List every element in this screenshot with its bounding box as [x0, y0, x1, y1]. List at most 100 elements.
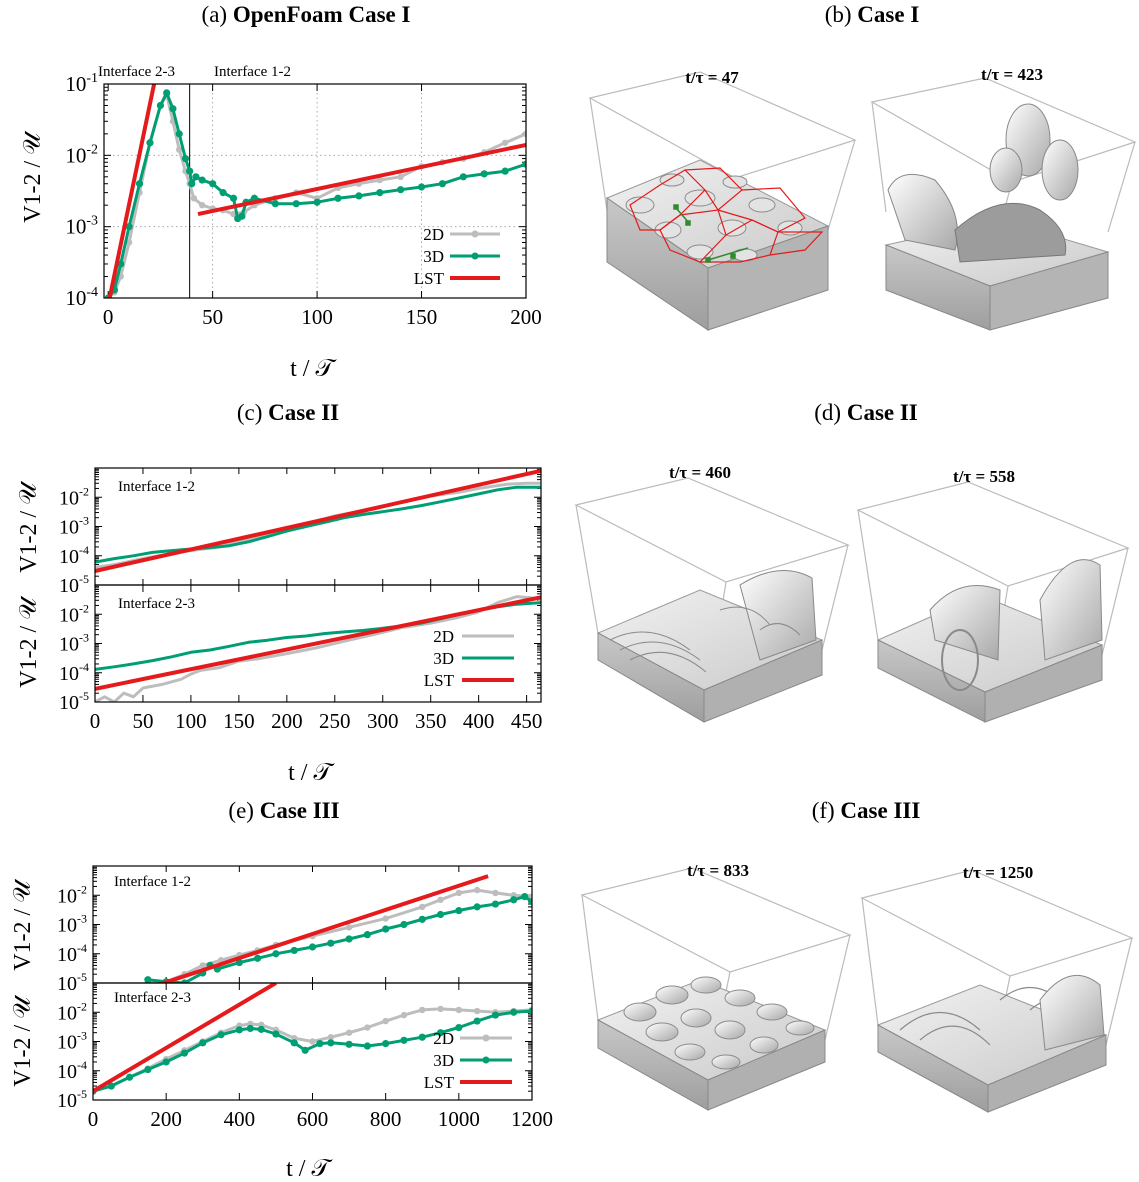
x-tick-label: 200	[150, 1107, 182, 1131]
series-3d-point	[480, 170, 488, 178]
y-tick-label: 10-4	[59, 660, 89, 685]
series-3d-point	[345, 935, 353, 943]
series-3d-point	[180, 1049, 189, 1057]
series-3d-point	[125, 1073, 134, 1081]
series-3d-point	[301, 1046, 309, 1054]
y-tick-label: 10-4	[65, 285, 98, 310]
legend-marker	[471, 252, 479, 260]
series-3d-point	[292, 200, 300, 208]
x-tick-label: 350	[415, 709, 447, 733]
series-lst-line	[95, 595, 541, 691]
snapshot-time-f-2: t/τ = 1250	[963, 863, 1033, 882]
x-tick-label: 1200	[511, 1107, 553, 1131]
series-2d-point	[437, 896, 444, 903]
series-3d-point	[254, 954, 262, 962]
y-tick-label: 10-2	[59, 601, 89, 626]
series-3d-point	[397, 186, 405, 194]
y-tick-label: 10-5	[59, 689, 89, 714]
series-3d-point	[528, 1007, 532, 1015]
legend-label-lst: LST	[424, 1073, 455, 1092]
series-lst-line	[95, 468, 541, 573]
series-3d-point	[473, 1017, 481, 1025]
series-2d-point	[345, 924, 353, 931]
snapshot-b-2: t/τ = 423	[870, 65, 1137, 331]
x-tick-label: 400	[463, 709, 495, 733]
chart-c-interface-1-2: 10-5 10-4 10-3 10-2	[59, 467, 542, 597]
series-3d-point	[376, 189, 384, 197]
series-2d-point	[455, 1006, 463, 1014]
series-3d-point	[209, 180, 217, 188]
series-2d-point	[455, 889, 463, 897]
series-3d-point	[363, 931, 371, 939]
series-3d-point	[229, 194, 238, 202]
series-3d-point	[290, 1039, 298, 1047]
series-3d-point	[246, 1024, 254, 1033]
series-3d-point	[528, 898, 532, 906]
x-axis-label-e: t / 𝒯	[286, 1156, 333, 1182]
series-3d-point	[290, 946, 298, 955]
series	[104, 84, 526, 298]
series-3d-point	[327, 939, 335, 947]
y-tick-label: 10-3	[59, 631, 89, 656]
legend-label-2d: 2D	[433, 1029, 454, 1048]
series	[95, 595, 541, 702]
series-3d-point	[382, 1039, 390, 1048]
series-3d-point	[417, 183, 426, 191]
series-3d-point	[455, 1023, 463, 1032]
chart-e-interface-2-3: 10-5 10-4 10-3 10-2 0 200 400 600 800 1000 1200 2D 3…	[57, 982, 553, 1131]
series-2d-point	[327, 1034, 334, 1041]
snapshot-b-1: t/τ = 47	[588, 68, 857, 331]
series-3d-point	[146, 139, 154, 147]
series-3d-point	[219, 189, 227, 197]
series-3d-point	[355, 192, 363, 200]
series-3d-point	[188, 180, 196, 188]
series-3d-point	[334, 194, 342, 202]
legend-label-3d: 3D	[433, 649, 454, 668]
series-3d-line	[95, 485, 541, 564]
y-tick-label: 10-3	[59, 514, 89, 539]
series-3d-point	[455, 906, 463, 915]
snapshot-f-1: t/τ = 833	[580, 861, 852, 1111]
x-tick-label: 0	[90, 709, 101, 733]
x-tick-label: 800	[370, 1107, 402, 1131]
series-3d-point	[345, 1040, 353, 1048]
series-3d-point	[491, 900, 500, 908]
series-3d-point	[521, 892, 529, 901]
legend-label-lst: LST	[424, 671, 455, 690]
snapshot-time-b-1: t/τ = 47	[685, 68, 739, 87]
series-3d-point	[327, 1039, 335, 1047]
x-tick-label: 200	[271, 709, 303, 733]
y-tick-label: 10-2	[57, 882, 87, 907]
legend-marker	[471, 230, 479, 238]
series-3d-point	[169, 105, 177, 113]
plot-frame	[94, 584, 542, 703]
series-3d-point	[163, 89, 171, 97]
iface-1-2-label-c: Interface 1-2	[118, 479, 195, 495]
panel-e-title: (e) Case III	[228, 798, 339, 823]
series-3d-point	[491, 1011, 500, 1019]
legend-label-3d: 3D	[423, 247, 444, 266]
series-2d-point	[528, 893, 532, 900]
series-3d-point	[217, 1031, 225, 1039]
series	[95, 468, 541, 573]
series-3d-point	[238, 212, 246, 220]
y-tick-label: 10-4	[57, 941, 87, 966]
series-3d-point	[272, 950, 280, 958]
series-2d-point	[198, 201, 206, 209]
series-lst-line	[93, 983, 277, 1093]
series-2d-point	[199, 962, 206, 969]
series	[93, 983, 532, 1095]
y-tick-label: 10-1	[65, 71, 98, 96]
series-3d-point	[235, 1026, 243, 1034]
series-2d-point	[400, 1011, 408, 1019]
series-2d-point	[190, 195, 198, 202]
series-3d-point	[125, 223, 133, 231]
series	[144, 874, 532, 983]
y-tick-label: 10-4	[59, 543, 89, 568]
y-tick-label: 10-2	[59, 484, 89, 509]
iface-2-3-label-c: Interface 2-3	[118, 596, 195, 612]
x-tick-label: 400	[224, 1107, 256, 1131]
plot-frame	[92, 982, 533, 1101]
series-2d-point	[345, 1029, 353, 1036]
